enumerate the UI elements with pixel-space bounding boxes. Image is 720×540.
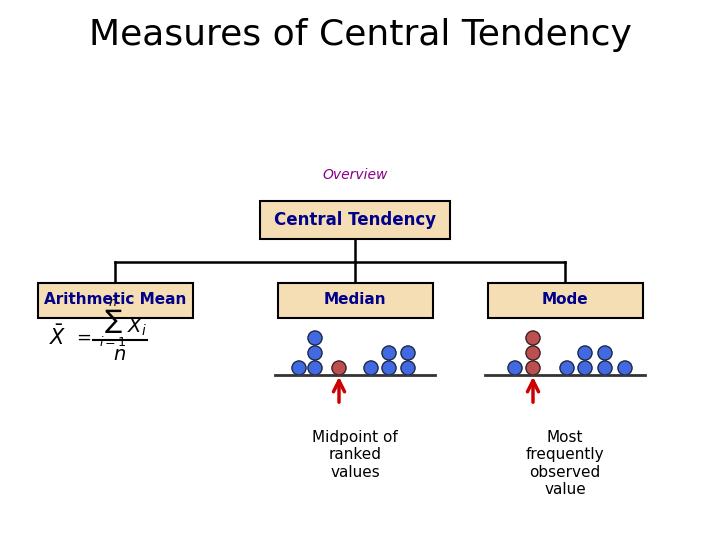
Circle shape	[598, 361, 612, 375]
Circle shape	[364, 361, 378, 375]
Circle shape	[526, 331, 540, 345]
Circle shape	[308, 346, 322, 360]
Text: Arithmetic Mean: Arithmetic Mean	[44, 293, 186, 307]
Text: $=$: $=$	[73, 328, 91, 346]
Circle shape	[578, 346, 592, 360]
Circle shape	[508, 361, 522, 375]
FancyBboxPatch shape	[277, 282, 433, 318]
Text: Measures of Central Tendency: Measures of Central Tendency	[89, 18, 631, 52]
Circle shape	[308, 361, 322, 375]
Circle shape	[382, 346, 396, 360]
FancyBboxPatch shape	[37, 282, 192, 318]
Circle shape	[401, 346, 415, 360]
Circle shape	[618, 361, 632, 375]
Text: $n$: $n$	[114, 346, 127, 365]
Circle shape	[598, 346, 612, 360]
Text: $\sum_{i=1}^{n}$: $\sum_{i=1}^{n}$	[99, 297, 127, 349]
Circle shape	[526, 346, 540, 360]
Circle shape	[401, 361, 415, 375]
Circle shape	[308, 331, 322, 345]
Text: Most
frequently
observed
value: Most frequently observed value	[526, 430, 604, 497]
FancyBboxPatch shape	[260, 201, 450, 239]
Text: $\bar{X}$: $\bar{X}$	[50, 325, 67, 349]
Text: Midpoint of
ranked
values: Midpoint of ranked values	[312, 430, 398, 480]
FancyBboxPatch shape	[487, 282, 642, 318]
Circle shape	[382, 361, 396, 375]
Circle shape	[332, 361, 346, 375]
Text: Median: Median	[324, 293, 387, 307]
Circle shape	[578, 361, 592, 375]
Text: $X_i$: $X_i$	[127, 316, 147, 338]
Text: Central Tendency: Central Tendency	[274, 211, 436, 229]
Circle shape	[560, 361, 574, 375]
Circle shape	[292, 361, 306, 375]
Text: Mode: Mode	[541, 293, 588, 307]
Text: Overview: Overview	[323, 168, 387, 182]
Circle shape	[526, 361, 540, 375]
